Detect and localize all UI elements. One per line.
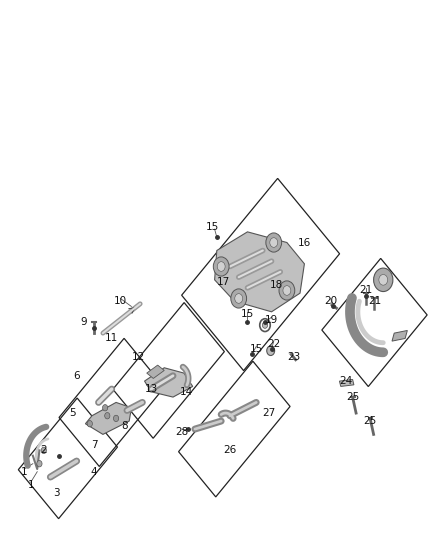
Text: 28: 28: [175, 427, 188, 437]
Circle shape: [231, 289, 247, 308]
Circle shape: [262, 322, 268, 328]
Circle shape: [213, 257, 229, 276]
Circle shape: [113, 415, 119, 422]
Circle shape: [279, 281, 295, 300]
Circle shape: [41, 447, 46, 454]
Text: 15: 15: [250, 344, 263, 354]
Text: 18: 18: [269, 280, 283, 290]
Polygon shape: [145, 368, 193, 397]
Circle shape: [379, 274, 388, 285]
Text: 26: 26: [223, 446, 237, 455]
Text: 23: 23: [287, 352, 300, 362]
Polygon shape: [339, 379, 354, 386]
Text: 15: 15: [241, 310, 254, 319]
Text: 21: 21: [368, 296, 381, 306]
Text: 20: 20: [324, 296, 337, 306]
Text: 10: 10: [114, 296, 127, 306]
Polygon shape: [147, 365, 164, 378]
Text: 3: 3: [53, 488, 60, 498]
Polygon shape: [392, 330, 407, 341]
Text: 1: 1: [21, 467, 28, 477]
Text: 8: 8: [121, 422, 128, 431]
Circle shape: [283, 286, 291, 295]
Circle shape: [374, 268, 393, 292]
Text: 9: 9: [80, 318, 87, 327]
Text: 22: 22: [267, 339, 280, 349]
Text: 5: 5: [69, 408, 76, 418]
Circle shape: [102, 405, 108, 411]
Text: 2: 2: [40, 446, 47, 455]
Text: 15: 15: [206, 222, 219, 231]
Polygon shape: [215, 232, 304, 312]
Text: 24: 24: [339, 376, 353, 386]
Circle shape: [105, 413, 110, 419]
Text: 21: 21: [359, 286, 372, 295]
Text: 25: 25: [364, 416, 377, 426]
Text: 16: 16: [298, 238, 311, 247]
Text: 25: 25: [346, 392, 359, 402]
Text: 7: 7: [91, 440, 98, 450]
Circle shape: [266, 233, 282, 252]
Text: 27: 27: [263, 408, 276, 418]
Text: 12: 12: [131, 352, 145, 362]
Text: 19: 19: [265, 315, 278, 325]
Circle shape: [235, 294, 243, 303]
Circle shape: [87, 421, 92, 427]
Circle shape: [270, 238, 278, 247]
Circle shape: [267, 346, 275, 356]
Polygon shape: [85, 402, 131, 434]
Circle shape: [37, 461, 42, 467]
Text: 6: 6: [73, 371, 80, 381]
Text: 13: 13: [145, 384, 158, 394]
Text: 17: 17: [217, 278, 230, 287]
Text: 14: 14: [180, 387, 193, 397]
Text: 1: 1: [27, 480, 34, 490]
Text: 4: 4: [91, 467, 98, 477]
Text: 11: 11: [105, 334, 118, 343]
Circle shape: [217, 262, 225, 271]
